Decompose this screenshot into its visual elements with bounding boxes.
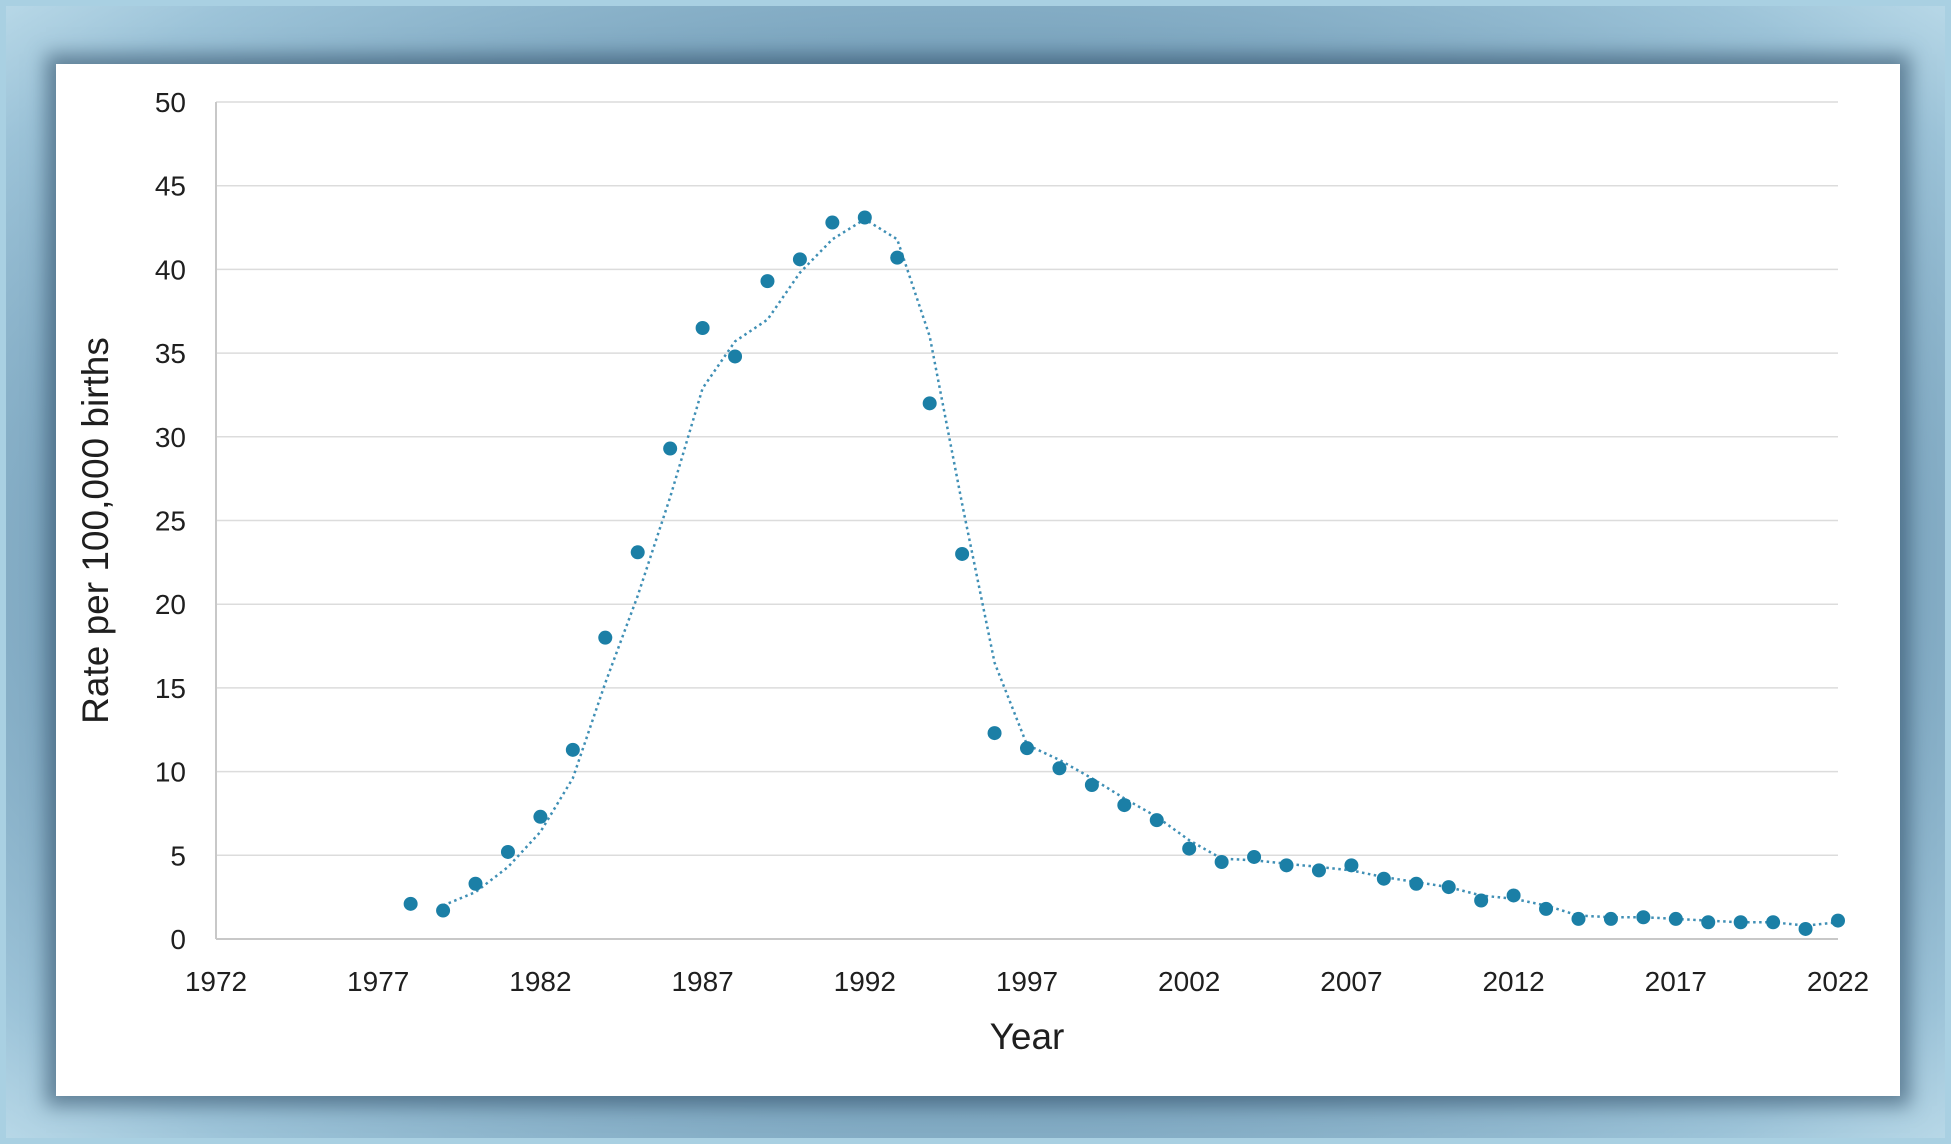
y-tick-label: 35 <box>155 338 186 369</box>
y-tick-label: 5 <box>170 840 186 871</box>
data-point <box>955 546 970 561</box>
x-tick-label: 1997 <box>996 966 1058 997</box>
y-tick-label: 30 <box>155 422 186 453</box>
data-point <box>1052 761 1067 776</box>
data-point <box>1831 913 1845 928</box>
data-point <box>1247 849 1262 864</box>
data-point <box>1182 841 1197 856</box>
data-point <box>403 896 418 911</box>
y-tick-label: 20 <box>155 589 186 620</box>
x-tick-label: 1977 <box>347 966 409 997</box>
x-tick-label: 2017 <box>1645 966 1707 997</box>
x-tick-label: 2012 <box>1482 966 1544 997</box>
trend-line <box>442 217 1839 927</box>
data-points <box>403 210 1845 936</box>
data-point <box>760 274 775 289</box>
data-point <box>1571 911 1586 926</box>
data-point <box>1603 911 1618 926</box>
y-tick-labels: 0 5 10 15 20 25 30 35 40 45 50 <box>155 87 186 955</box>
data-point <box>663 441 678 456</box>
data-point <box>728 349 743 364</box>
data-point <box>987 726 1002 741</box>
data-point <box>500 844 515 859</box>
y-axis-title: Rate per 100,000 births <box>75 337 116 724</box>
data-point <box>857 210 872 225</box>
data-point <box>1506 888 1521 903</box>
data-point <box>1376 871 1391 886</box>
data-point <box>1117 798 1132 813</box>
data-point <box>1636 910 1651 925</box>
x-tick-label: 1982 <box>509 966 571 997</box>
data-point <box>1020 741 1034 756</box>
data-point <box>565 742 580 757</box>
data-point <box>1668 911 1683 926</box>
y-tick-label: 25 <box>155 506 186 537</box>
x-tick-label: 2022 <box>1807 966 1869 997</box>
data-point <box>468 876 483 891</box>
data-point <box>695 320 710 335</box>
x-tick-label: 2002 <box>1158 966 1220 997</box>
y-tick-label: 40 <box>155 254 186 285</box>
data-point <box>1214 854 1229 869</box>
y-tick-label: 15 <box>155 673 186 704</box>
data-point <box>1474 893 1489 908</box>
y-tick-label: 50 <box>155 87 186 118</box>
data-point <box>598 630 613 645</box>
data-point <box>1409 876 1424 891</box>
data-point <box>533 809 548 824</box>
axes <box>215 102 1838 940</box>
data-point <box>630 545 645 560</box>
scatter-chart: 0 5 10 15 20 25 30 35 40 45 50 1972 1977 1982 1987 199… <box>75 87 1869 1057</box>
x-tick-label: 1992 <box>834 966 896 997</box>
y-tick-label: 0 <box>170 924 186 955</box>
data-point <box>1311 863 1326 878</box>
data-point <box>1149 813 1164 828</box>
data-point <box>436 903 451 918</box>
data-point <box>825 215 840 230</box>
x-tick-label: 1987 <box>671 966 733 997</box>
x-tick-labels: 1972 1977 1982 1987 1992 1997 2002 2007 2012 2017… <box>185 966 1869 997</box>
data-point <box>890 250 905 265</box>
data-point <box>922 396 937 411</box>
data-point <box>1701 915 1716 930</box>
data-point <box>1441 880 1456 895</box>
x-axis-title: Year <box>990 1016 1065 1057</box>
data-point <box>1279 858 1294 873</box>
data-point <box>1084 777 1099 792</box>
data-point <box>1798 921 1813 936</box>
gridlines <box>216 101 1838 857</box>
data-point <box>1766 915 1781 930</box>
data-point <box>1344 858 1359 873</box>
trend-line-path <box>442 217 1839 927</box>
chart-card: 0 5 10 15 20 25 30 35 40 45 50 1972 1977 1982 1987 199… <box>56 64 1900 1096</box>
y-tick-label: 10 <box>155 757 186 788</box>
data-point <box>1539 901 1554 916</box>
data-point <box>1733 915 1748 930</box>
y-tick-label: 45 <box>155 171 186 202</box>
x-tick-label: 1972 <box>185 966 247 997</box>
x-tick-label: 2007 <box>1320 966 1382 997</box>
data-point <box>792 252 807 267</box>
